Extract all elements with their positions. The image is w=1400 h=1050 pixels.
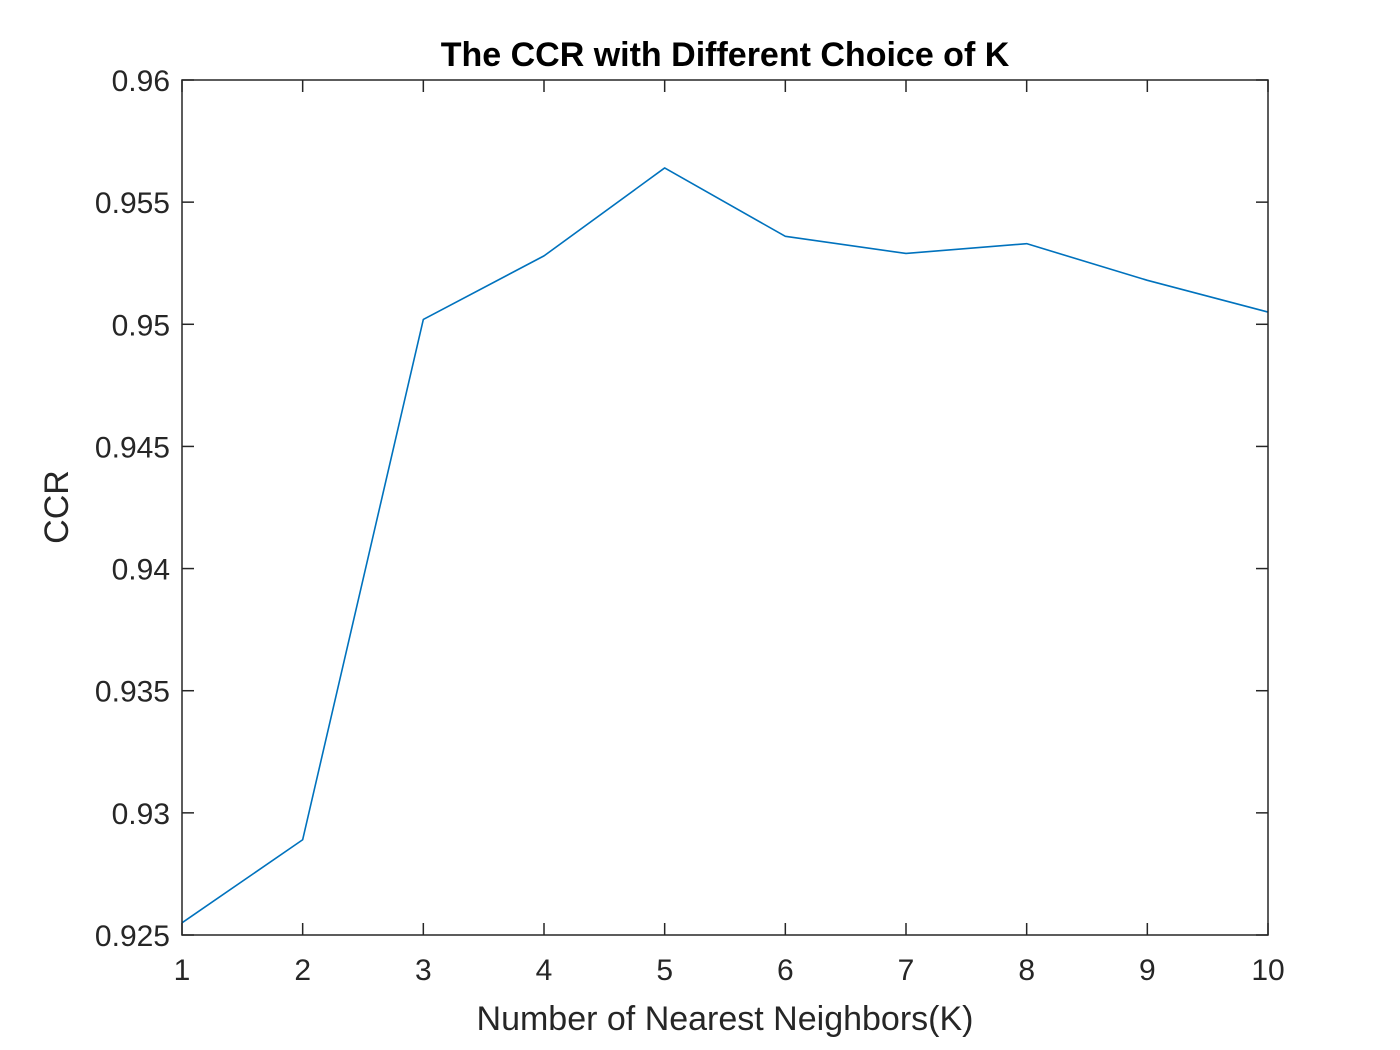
y-tick-label: 0.95: [112, 309, 170, 342]
x-tick-label: 6: [777, 954, 794, 987]
x-tick-label: 8: [1018, 954, 1035, 987]
x-tick-label: 7: [898, 954, 915, 987]
x-tick-label: 10: [1251, 954, 1284, 987]
x-tick-label: 4: [536, 954, 553, 987]
x-tick-label: 5: [656, 954, 673, 987]
x-tick-label: 2: [294, 954, 311, 987]
y-tick-label: 0.935: [95, 676, 170, 709]
x-tick-label: 9: [1139, 954, 1156, 987]
chart-title: The CCR with Different Choice of K: [441, 36, 1010, 74]
x-tick-label: 3: [415, 954, 432, 987]
y-tick-label: 0.955: [95, 187, 170, 220]
x-axis-label: Number of Nearest Neighbors(K): [477, 1000, 974, 1038]
y-tick-label: 0.94: [112, 554, 170, 587]
y-tick-label: 0.945: [95, 431, 170, 464]
y-axis-label: CCR: [38, 470, 76, 544]
series-line-0: [181, 167, 1269, 924]
x-tick-label: 1: [174, 954, 191, 987]
series-layer: [181, 167, 1269, 924]
axes-box: [181, 79, 1269, 936]
plot-area: [182, 80, 1268, 935]
y-tick-label: 0.96: [112, 65, 170, 98]
ticks-layer: [181, 79, 1269, 936]
y-tick-label: 0.925: [95, 920, 170, 953]
tick-labels-layer: 1 2 3 4 5 6 7 8 9 10 0.925 0.93 0.935 0.94 0.945 0.95 0.…: [95, 65, 1285, 987]
y-tick-label: 0.93: [112, 798, 170, 831]
